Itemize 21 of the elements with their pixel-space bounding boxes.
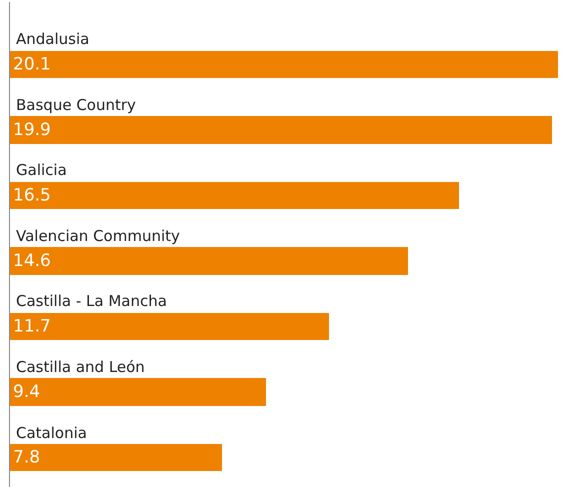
y-tick-label: Castilla - La Mancha (16, 292, 167, 310)
data-label: 7.8 (13, 448, 40, 468)
y-tick-label: Castilla and León (16, 358, 145, 376)
bar (10, 51, 558, 78)
data-label: 14.6 (13, 251, 51, 271)
y-tick-label: Galicia (16, 161, 67, 179)
y-tick-label: Catalonia (16, 424, 87, 442)
y-tick-label: Andalusia (16, 30, 90, 48)
bar (10, 313, 329, 340)
bar (10, 116, 552, 144)
bar (10, 378, 266, 406)
bar (10, 444, 222, 471)
bar (10, 247, 408, 275)
data-label: 9.4 (13, 382, 40, 402)
y-tick-label: Basque Country (16, 96, 136, 114)
data-label: 19.9 (13, 120, 51, 140)
data-label: 16.5 (13, 186, 51, 206)
y-tick-label: Valencian Community (16, 227, 180, 245)
bar (10, 182, 459, 209)
data-label: 20.1 (13, 54, 51, 74)
data-label: 11.7 (13, 316, 51, 336)
